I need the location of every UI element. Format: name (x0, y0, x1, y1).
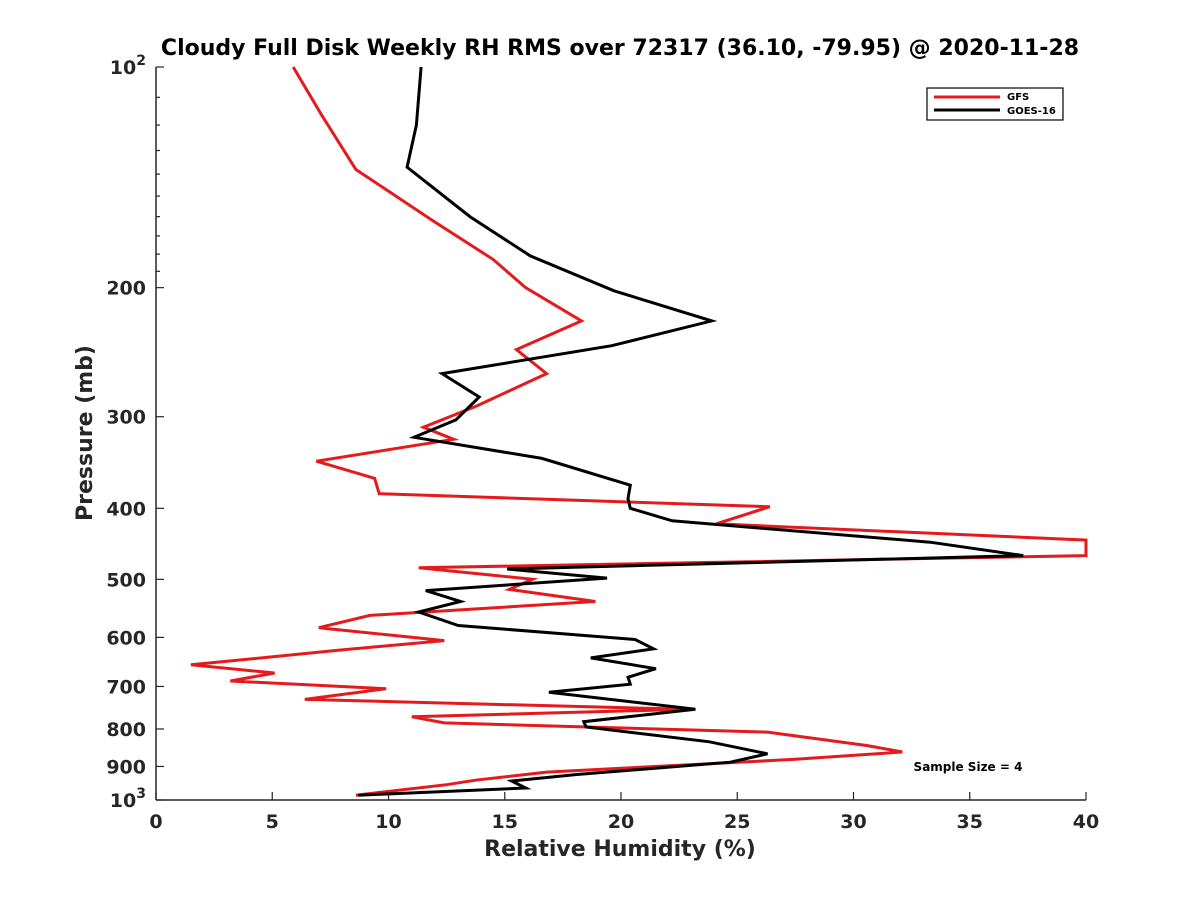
x-tick-label: 40 (1073, 811, 1099, 833)
y-axis-ticks: 102 200 300 400 500 600 700 800 900 103 (106, 53, 164, 812)
y-tick-label: 700 (106, 676, 146, 698)
y-tick-label: 103 (110, 786, 146, 812)
x-tick-label: 25 (724, 811, 750, 833)
chart-title: Cloudy Full Disk Weekly RH RMS over 7231… (161, 36, 1079, 61)
y-tick-label: 102 (110, 53, 146, 79)
x-tick-label: 10 (375, 811, 401, 833)
x-axis-label: Relative Humidity (%) (484, 837, 756, 862)
x-tick-label: 30 (840, 811, 866, 833)
x-tick-label: 35 (957, 811, 983, 833)
y-tick-label: 600 (106, 627, 146, 649)
x-tick-label: 0 (149, 811, 162, 833)
legend-box (926, 87, 1064, 121)
x-tick-label: 5 (266, 811, 279, 833)
y-tick-label: 800 (106, 719, 146, 741)
legend-label-gfs: GFS (1007, 92, 1029, 103)
y-tick-label: 900 (106, 756, 146, 778)
x-tick-label: 15 (492, 811, 518, 833)
series-layer (190, 66, 1088, 797)
legend-label-goes16: GOES-16 (1007, 106, 1056, 117)
y-axis-label: Pressure (mb) (73, 345, 98, 521)
x-tick-label: 20 (608, 811, 634, 833)
y-tick-label: 300 (106, 407, 146, 429)
y-tick-label: 200 (106, 278, 146, 300)
series-line-gfs (190, 66, 1088, 797)
x-axis-ticks: 0 5 10 15 20 25 30 35 40 (149, 792, 1099, 833)
y-tick-label: 400 (106, 498, 146, 520)
y-tick-label: 500 (106, 569, 146, 591)
sample-size-annotation: Sample Size = 4 (914, 760, 1023, 774)
legend: GFS GOES-16 (926, 87, 1064, 121)
series-line-goes16 (358, 66, 1024, 797)
